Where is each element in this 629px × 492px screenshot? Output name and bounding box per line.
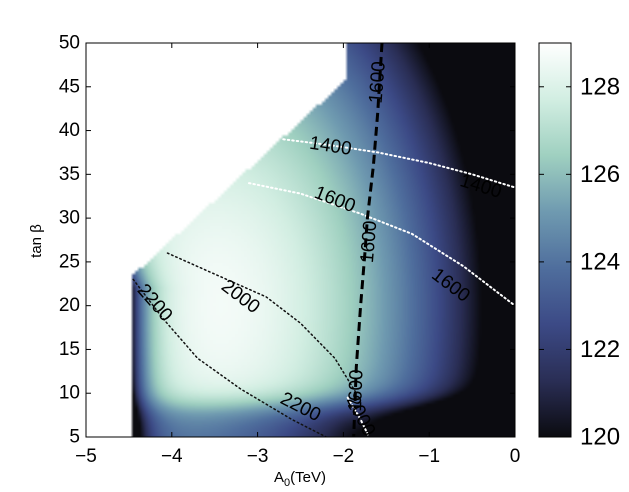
colorbar bbox=[538, 42, 572, 438]
heatmap-field bbox=[86, 43, 515, 437]
y-tick-label: 20 bbox=[59, 295, 80, 316]
contour-2200-3 bbox=[132, 278, 327, 437]
x-tick-label: 0 bbox=[510, 446, 521, 467]
x-tick-label: −3 bbox=[247, 446, 269, 467]
y-tick-label: 40 bbox=[59, 120, 80, 141]
colorbar-tick-label: 124 bbox=[580, 248, 620, 275]
y-axis: 5 10 15 20 25 30 35 40 45 50 bbox=[59, 33, 515, 448]
colorbar-tick-label: 126 bbox=[580, 161, 620, 188]
colorbar-axis: 120 122 124 126 128 bbox=[539, 73, 620, 451]
x-tick-label: −2 bbox=[333, 446, 355, 467]
y-tick-label: 25 bbox=[59, 251, 80, 272]
colorbar-tick-label: 122 bbox=[580, 336, 620, 363]
contour-2000-5 bbox=[346, 396, 371, 437]
plot-frame bbox=[85, 42, 516, 438]
colorbar-tick-label: 120 bbox=[580, 424, 620, 451]
x-axis: −5 −4 −3 −2 −1 0 bbox=[75, 43, 520, 467]
contour-1600-4 bbox=[352, 43, 384, 437]
y-tick-label: 50 bbox=[59, 33, 80, 54]
contour-label-1600-4-2: 1600 bbox=[345, 369, 368, 412]
y-tick-label: 10 bbox=[59, 383, 80, 404]
contour-2000-2 bbox=[166, 252, 358, 394]
contour-label-1600-4-1: 1600 bbox=[357, 220, 381, 264]
contour-1400-0 bbox=[282, 138, 515, 189]
contour-1600-1 bbox=[248, 182, 515, 307]
contour-lines bbox=[132, 43, 515, 437]
y-tick-label: 30 bbox=[59, 208, 80, 229]
contour-label-1600-4-0: 1600 bbox=[366, 60, 390, 104]
y-tick-label: 15 bbox=[59, 339, 80, 360]
x-tick-label: −5 bbox=[75, 446, 97, 467]
y-tick-label: 5 bbox=[69, 427, 80, 448]
y-tick-label: 35 bbox=[59, 164, 80, 185]
colorbar-tick-label: 128 bbox=[580, 73, 620, 100]
x-tick-label: −4 bbox=[161, 446, 183, 467]
x-tick-label: −1 bbox=[418, 446, 440, 467]
x-axis-label: A0(TeV) bbox=[274, 469, 326, 489]
y-axis-label: tan β bbox=[28, 224, 45, 258]
y-tick-label: 45 bbox=[59, 76, 80, 97]
